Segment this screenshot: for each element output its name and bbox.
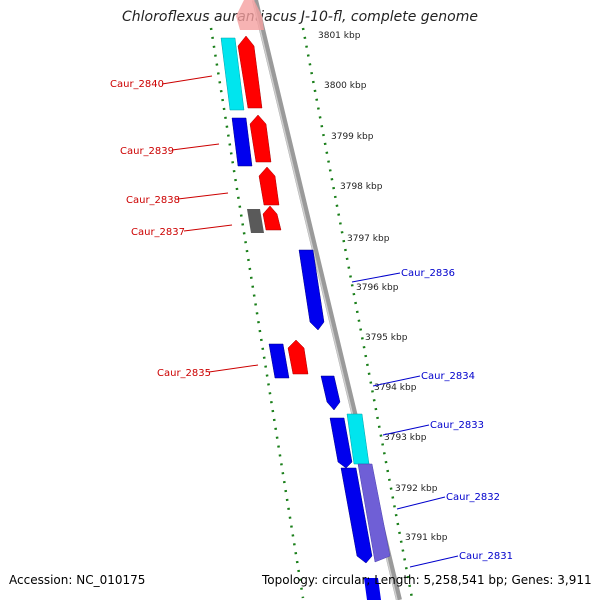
gene-label: Caur_2835 <box>157 368 211 379</box>
gene-label: Caur_2831 <box>459 551 513 562</box>
genome-title: Chloroflexus aurantiacus J-10-fl, comple… <box>122 9 478 25</box>
gene-caur-2837-gray <box>247 209 264 233</box>
label-leader-line <box>351 272 401 283</box>
left-scale-rail <box>209 27 305 599</box>
genome-summary: Topology: circular; Length: 5,258,541 bp… <box>262 573 592 587</box>
scale-label: 3797 kbp <box>347 234 390 244</box>
scale-label: 3794 kbp <box>374 383 417 393</box>
label-leader-line <box>382 424 430 436</box>
right-gene-labels: Caur_2836 Caur_2834 Caur_2833 Caur_2832 Caur… <box>351 268 513 568</box>
left-gene-labels: Caur_2840 Caur_2839 Caur_2838 Caur_2837 Caur… <box>110 75 259 379</box>
scale-label: 3795 kbp <box>365 333 408 343</box>
gene-caur-2835 <box>287 339 309 375</box>
gene-label: Caur_2834 <box>421 371 475 382</box>
gene-label: Caur_2838 <box>126 195 180 206</box>
scale-label: 3801 kbp <box>318 31 361 41</box>
gene-faded-top <box>236 0 264 30</box>
scale-label: 3800 kbp <box>324 81 367 91</box>
gene-caur-2839 <box>249 114 272 163</box>
label-leader-line <box>409 555 459 568</box>
scale-labels: 3801 kbp 3800 kbp 3799 kbp 3798 kbp 3797 kbp… <box>318 31 448 543</box>
gene-caur-2833-blue <box>329 417 353 469</box>
gene-caur-2835-blue <box>268 343 290 379</box>
gene-label: Caur_2836 <box>401 268 455 279</box>
scale-label: 3791 kbp <box>405 533 448 543</box>
gene-caur-2837 <box>262 205 282 231</box>
label-leader-line <box>177 192 229 200</box>
scale-label: 3798 kbp <box>340 182 383 192</box>
label-leader-line <box>171 143 220 151</box>
gene-label: Caur_2833 <box>430 420 484 431</box>
gene-caur-2832-blue <box>340 467 373 564</box>
label-leader-line <box>396 496 446 510</box>
gene-label: Caur_2832 <box>446 492 500 503</box>
label-leader-line <box>208 364 259 373</box>
gene-caur-2838 <box>258 166 280 206</box>
label-leader-line <box>183 224 233 232</box>
gene-label: Caur_2840 <box>110 79 164 90</box>
label-leader-line <box>161 75 213 85</box>
gene-caur-2840-rna <box>220 37 245 111</box>
gene-caur-2839-blue <box>231 117 253 167</box>
gene-caur-2832 <box>357 463 391 563</box>
label-leader-line <box>372 375 421 387</box>
accession-label: Accession: NC_010175 <box>9 573 146 587</box>
gene-label: Caur_2839 <box>120 146 174 157</box>
scale-label: 3793 kbp <box>384 433 427 443</box>
gene-caur-2834 <box>320 375 341 411</box>
scale-label: 3799 kbp <box>331 132 374 142</box>
gene-caur-2836 <box>298 249 325 331</box>
gene-caur-2831 <box>364 578 381 600</box>
gene-caur-2840 <box>237 35 263 109</box>
gene-label: Caur_2837 <box>131 227 185 238</box>
scale-label: 3796 kbp <box>356 283 399 293</box>
scale-label: 3792 kbp <box>395 484 438 494</box>
